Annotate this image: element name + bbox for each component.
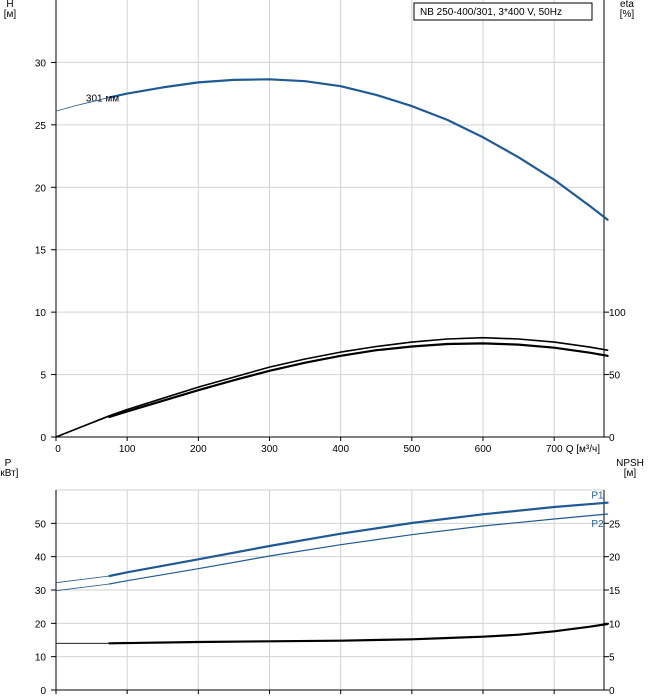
power-npsh-panel: 0 10 20 30 40 50 0 5 10 15 20 25 P[кВт] NPSH[м] P1 P2 xyxy=(0,458,644,697)
x-tick-label: 0 xyxy=(55,444,61,455)
series-line xyxy=(108,622,609,645)
x-tick-label: 600 xyxy=(475,444,492,455)
right-tick-label: 100 xyxy=(609,308,626,319)
left-tick-label: 20 xyxy=(35,619,47,630)
left-tick-label: 30 xyxy=(35,586,47,597)
right-tick-label: 0 xyxy=(609,686,615,697)
bottom-series: P1 P2 xyxy=(55,491,609,645)
series-line xyxy=(55,575,110,584)
series-line xyxy=(108,78,609,221)
right-axis-title: [м] xyxy=(624,468,637,479)
series-line xyxy=(108,501,609,578)
right-tick-label: 25 xyxy=(609,519,621,530)
left-tick-label: 30 xyxy=(35,58,47,69)
left-tick-label: 40 xyxy=(35,553,47,564)
left-tick-label: 5 xyxy=(40,371,46,382)
bottom-grid xyxy=(56,489,604,690)
right-axis-title: NPSH xyxy=(616,458,644,469)
chart-title: NB 250-400/301, 3*400 V, 50Hz xyxy=(420,7,562,18)
title-box: NB 250-400/301, 3*400 V, 50Hz xyxy=(413,2,593,21)
x-tick-label: 500 xyxy=(404,444,421,455)
left-tick-label: 15 xyxy=(35,246,47,257)
left-axis-title: [кВт] xyxy=(0,468,19,479)
left-axis-title: P xyxy=(5,458,12,469)
series-line xyxy=(108,342,609,419)
x-axis-label: Q [м³/ч] xyxy=(566,444,601,455)
top-series: 301 мм xyxy=(55,78,609,438)
right-tick-label: 0 xyxy=(609,433,615,444)
right-tick-label: 5 xyxy=(609,653,615,664)
series-line xyxy=(108,513,609,585)
right-tick-label: 10 xyxy=(609,619,621,630)
x-tick-label: 400 xyxy=(332,444,349,455)
left-tick-label: 0 xyxy=(40,686,46,697)
x-tick-label: 300 xyxy=(261,444,278,455)
top-grid xyxy=(56,0,604,437)
series-line xyxy=(55,336,609,438)
right-tick-label: 15 xyxy=(609,586,621,597)
right-axis-title: [%] xyxy=(620,9,635,20)
series-label: P1 xyxy=(591,491,604,502)
left-axis-title: H xyxy=(6,0,13,10)
bottom-axes: 0 10 20 30 40 50 0 5 10 15 20 25 P[кВт] NPSH[м] xyxy=(0,458,644,697)
series-label: P2 xyxy=(591,519,604,530)
left-tick-label: 10 xyxy=(35,653,47,664)
series-line xyxy=(55,583,110,592)
x-tick-label: 200 xyxy=(190,444,207,455)
left-axis-title: [м] xyxy=(4,9,17,20)
series-line xyxy=(55,416,110,438)
right-tick-label: 20 xyxy=(609,553,621,564)
left-tick-label: 10 xyxy=(35,308,47,319)
x-tick-label: 100 xyxy=(119,444,136,455)
left-tick-label: 0 xyxy=(40,433,46,444)
x-tick-label: 700 xyxy=(546,444,563,455)
right-axis-title: eta xyxy=(620,0,634,10)
right-tick-label: 50 xyxy=(609,371,621,382)
series-line xyxy=(55,97,110,112)
left-tick-label: 50 xyxy=(35,519,47,530)
left-tick-label: 20 xyxy=(35,183,47,194)
left-tick-label: 25 xyxy=(35,121,47,132)
